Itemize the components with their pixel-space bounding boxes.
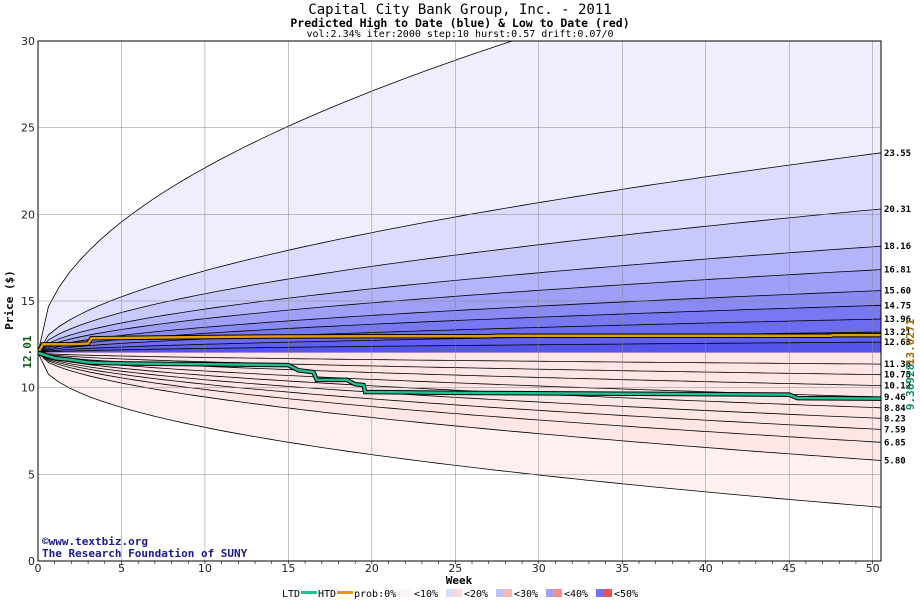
plot-border [37,40,882,562]
band-boundary-line [38,352,881,376]
y-tick-label: 5 [28,468,35,481]
band-boundary-line [38,352,881,508]
ltd-end-label: 9.36928 [904,364,917,410]
x-tick-label: 45 [782,562,796,575]
x-tick-label: 15 [281,562,295,575]
band-end-label: 15.60 [884,287,911,297]
htd-end-label: 13.0271 [904,318,917,365]
band-end-label: 11.36 [884,360,911,370]
band-end-label: 16.81 [884,266,911,276]
band-boundary-line [38,290,881,354]
band-boundary-line [38,304,881,354]
chart-title: Capital City Bank Group, Inc. - 2011 [308,2,612,18]
x-tick-label: 30 [532,562,546,575]
legend-swatch-red [404,589,412,597]
x-tick-label: 10 [198,562,212,575]
legend-swatch-red [604,589,612,597]
legend-swatch-red [554,589,562,597]
legend-item-label: <20% [464,589,488,600]
legend-swatch-blue [496,589,504,597]
band-boundary-line [38,352,881,443]
legend-htd-swatch [337,591,353,594]
legend-ltd-swatch [301,591,317,594]
band-boundary-line [38,352,881,365]
chart-subtitle: Predicted High to Date (blue) & Low to D… [290,16,630,30]
y-tick-label: 0 [28,555,35,568]
band-end-label: 10.12 [884,382,911,392]
band-end-label: 12.63 [884,338,911,348]
band-boundary-line [38,41,514,353]
band-end-label: 7.59 [884,425,906,435]
band-boundary-line [38,341,881,354]
legend-swatch-blue [396,589,404,597]
x-tick-label: 0 [35,562,42,575]
x-tick-label: 50 [866,562,880,575]
x-tick-label: 35 [615,562,629,575]
legend-swatch-blue [546,589,554,597]
x-tick-label: 25 [448,562,462,575]
series-line-htd [38,333,881,354]
band-boundary-line [38,352,881,419]
legend-item-label: <30% [514,589,538,600]
y-tick-label: 30 [21,35,35,48]
band-end-label: 13.96 [884,315,911,325]
legend-swatch-blue [446,589,454,597]
start-price-label: 12.01 [21,335,34,368]
y-tick-label: 20 [21,208,35,221]
y-axis-label: Price ($) [3,270,16,330]
legend-item-label: <40% [564,589,588,600]
band-boundary-line [38,352,881,409]
legend-prob-label: prob:0% [354,589,396,600]
band-boundary-line [38,318,881,354]
y-tick-label: 10 [21,382,35,395]
band-boundary-line [38,269,881,354]
band-end-label: 18.16 [884,242,911,252]
x-tick-label: 40 [699,562,713,575]
credit-organization: The Research Foundation of SUNY [42,547,248,560]
upper-band-area [38,342,881,353]
credit-website: ©www.textbiz.org [42,535,148,548]
band-boundary-line [38,208,881,354]
band-boundary-line [38,352,881,461]
y-tick-label: 25 [21,122,35,135]
simulation-parameters: vol:2.34% iter:2000 step:10 hurst:0.57 d… [306,29,614,40]
legend-item-label: <50% [614,589,638,600]
band-end-label: 14.75 [884,301,911,311]
band-end-label: 20.31 [884,205,911,215]
x-tick-label: 5 [118,562,125,575]
band-end-label: 9.46 [884,393,906,403]
series-line-ltd [38,351,881,400]
legend-swatch-red [454,589,462,597]
band-end-label: 23.55 [884,149,911,159]
legend-swatch-blue [596,589,604,597]
band-end-label: 5.80 [884,456,906,466]
band-end-label: 6.85 [884,438,906,448]
legend: LTD HTD prob:0% <10% <20% <30% <40% <50% [282,589,638,600]
band-boundary-line [38,352,881,430]
legend-swatch-red [504,589,512,597]
y-tick-label: 15 [21,295,35,308]
legend-htd-label: HTD [318,589,336,600]
band-boundary-line [38,152,881,354]
band-end-label: 13.21 [884,328,911,338]
band-end-label: 8.23 [884,414,906,424]
band-end-label: 8.84 [884,404,906,414]
legend-ltd-label: LTD [282,589,300,600]
x-tick-label: 20 [365,562,379,575]
lower-band-area [38,352,881,461]
x-axis-label: Week [446,574,473,587]
band-end-label: 10.75 [884,371,911,381]
band-boundary-line [38,245,881,354]
legend-item-label: <10% [414,589,438,600]
